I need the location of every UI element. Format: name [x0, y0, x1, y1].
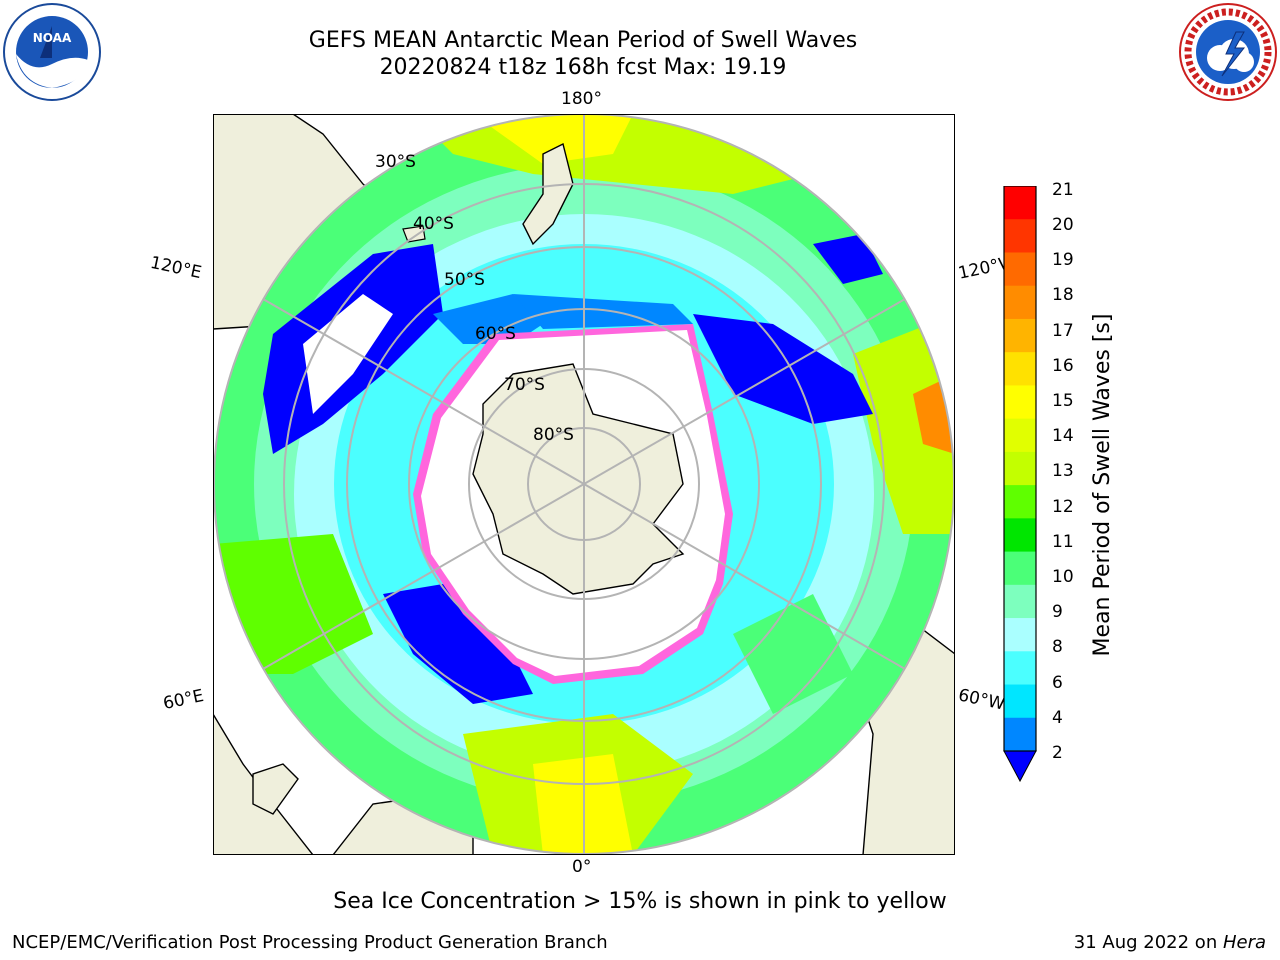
sea-ice-caption: Sea Ice Concentration > 15% is shown in … — [333, 889, 947, 914]
colorbar-segment — [1004, 651, 1036, 686]
lat-label-40s: 40°S — [413, 214, 454, 234]
colorbar-tick-labels: 21 20 19 18 17 16 15 14 13 12 11 10 9 8 … — [1052, 180, 1092, 770]
colorbar-segment — [1004, 186, 1036, 220]
colorbar-tick: 15 — [1052, 391, 1074, 411]
colorbar-segment — [1004, 684, 1036, 719]
colorbar-segment — [1004, 485, 1036, 519]
colorbar-tick: 20 — [1052, 215, 1074, 235]
colorbar-segment — [1004, 518, 1036, 553]
colorbar-segment — [1004, 451, 1036, 486]
colorbar-segment — [1004, 285, 1036, 320]
colorbar-tick: 4 — [1052, 708, 1063, 728]
colorbar-segment — [1004, 418, 1036, 453]
colorbar-segment — [1004, 717, 1036, 752]
footer-right: 31 Aug 2022 on Hera — [1074, 932, 1266, 953]
colorbar-tick: 14 — [1052, 426, 1074, 446]
colorbar-svg — [1003, 185, 1037, 783]
noaa-logo-text: NOAA — [33, 31, 72, 45]
colorbar-segment — [1004, 584, 1036, 619]
colorbar-segment — [1004, 551, 1036, 586]
colorbar-extend-arrow — [1003, 750, 1037, 783]
colorbar — [1000, 185, 1040, 786]
colorbar-tick: 13 — [1052, 461, 1074, 481]
chart-title: GEFS MEAN Antarctic Mean Period of Swell… — [308, 28, 858, 53]
colorbar-label-wrap: Mean Period of Swell Waves [s] — [1085, 314, 1125, 657]
colorbar-tick: 10 — [1052, 567, 1074, 587]
colorbar-border — [1003, 185, 1037, 752]
lon-label-120e: 120°E — [148, 252, 204, 284]
land-africa — [213, 712, 314, 855]
colorbar-tick: 2 — [1052, 743, 1063, 763]
colorbar-tick: 17 — [1052, 321, 1074, 341]
lon-label-180: 180° — [561, 89, 602, 109]
noaa-logo: NOAA — [2, 2, 102, 102]
colorbar-segment — [1004, 219, 1036, 253]
lat-label-60s: 60°S — [475, 324, 516, 344]
colorbar-tick: 9 — [1052, 602, 1063, 622]
land-antarctica — [472, 363, 685, 595]
blue-patch-atlantic — [383, 584, 533, 704]
lat-label-70s: 70°S — [504, 375, 545, 395]
colorbar-tick: 11 — [1052, 532, 1074, 552]
lon-label-0: 0° — [572, 857, 592, 877]
colorbar-tick: 16 — [1052, 356, 1074, 376]
footer-host: Hera — [1222, 932, 1266, 953]
chart-subtitle: 20220824 t18z 168h fcst Max: 19.19 — [379, 55, 787, 80]
map-panel: 30°S 40°S 50°S 60°S 70°S 80°S — [212, 113, 956, 856]
colorbar-segment — [1004, 618, 1036, 652]
colorbar-label: Mean Period of Swell Waves [s] — [1090, 313, 1115, 657]
footer-date: 31 Aug 2022 on — [1073, 932, 1223, 953]
lon-label-60e: 60°E — [161, 685, 206, 715]
colorbar-tick: 6 — [1052, 673, 1063, 693]
colorbar-tick: 8 — [1052, 637, 1063, 657]
lat-label-50s: 50°S — [444, 270, 485, 290]
colorbar-tick: 18 — [1052, 285, 1074, 305]
colorbar-segment — [1004, 352, 1036, 386]
nws-logo — [1178, 2, 1278, 102]
land-madagascar — [252, 763, 299, 815]
footer-left: NCEP/EMC/Verification Post Processing Pr… — [12, 932, 608, 953]
lat-label-30s: 30°S — [375, 152, 416, 172]
colorbar-tick: 21 — [1052, 180, 1074, 200]
colorbar-tick: 12 — [1052, 497, 1074, 517]
colorbar-segment — [1004, 318, 1036, 353]
colorbar-segment — [1004, 385, 1036, 420]
land-new-zealand — [522, 142, 574, 246]
lat-label-80s: 80°S — [533, 425, 574, 445]
colorbar-tick: 19 — [1052, 250, 1074, 270]
colorbar-segment — [1004, 252, 1036, 287]
lon-label-60w: 60°W — [956, 685, 1007, 715]
